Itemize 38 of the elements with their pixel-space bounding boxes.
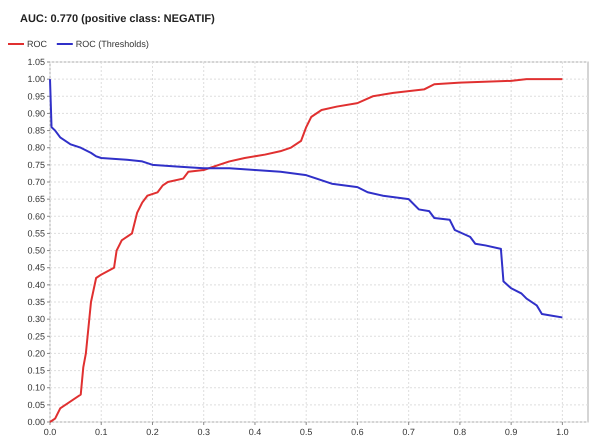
x-tick-label: 0.9 — [504, 427, 518, 437]
x-tick-label: 0.8 — [454, 427, 466, 437]
y-tick-label: 0.70 — [27, 177, 45, 187]
x-tick-label: 0.4 — [248, 427, 262, 437]
x-tick-label: 0.3 — [197, 427, 210, 437]
y-tick-label: 0.90 — [27, 108, 45, 118]
y-tick-label: 0.50 — [27, 246, 45, 256]
y-tick-label: 0.85 — [27, 126, 45, 136]
y-tick-label: 0.45 — [27, 262, 45, 273]
x-tick-label: 0.0 — [44, 427, 56, 437]
legend-label: ROC (Thresholds) — [76, 39, 149, 49]
x-tick-label: 0.6 — [351, 427, 364, 437]
y-tick-label: 0.10 — [27, 382, 45, 393]
line-series — [49, 78, 564, 423]
y-tick-label: 1.05 — [27, 57, 45, 67]
y-tick-label: 0.15 — [27, 366, 45, 376]
x-tick-label: 1.0 — [556, 427, 569, 437]
y-tick-label: 1.00 — [27, 74, 45, 84]
y-tick-label: 0.20 — [27, 348, 45, 358]
y-tick-label: 0.95 — [27, 91, 45, 102]
x-tick-label: 0.5 — [300, 427, 312, 437]
y-tick-label: 0.05 — [27, 400, 45, 410]
y-tick-label: 0.60 — [27, 211, 45, 222]
y-tick-label: 0.65 — [27, 194, 45, 204]
y-tick-label: 0.30 — [27, 314, 45, 324]
legend-label: ROC — [27, 39, 48, 49]
x-tick-label: 0.7 — [402, 427, 415, 437]
line-series — [49, 78, 564, 318]
chart-title: AUC: 0.770 (positive class: NEGATIF) — [20, 13, 216, 25]
y-tick-label: 0.55 — [27, 228, 45, 238]
y-tick-label: 0.25 — [27, 331, 45, 342]
y-tick-label: 0.75 — [27, 160, 45, 170]
y-tick-label: 0.40 — [27, 280, 45, 290]
y-tick-label: 0.80 — [27, 142, 45, 153]
x-tick-label: 0.1 — [94, 427, 108, 437]
y-tick-label: 0.35 — [27, 297, 45, 307]
x-tick-label: 0.2 — [146, 427, 159, 437]
y-tick-label: 0.00 — [27, 417, 45, 427]
